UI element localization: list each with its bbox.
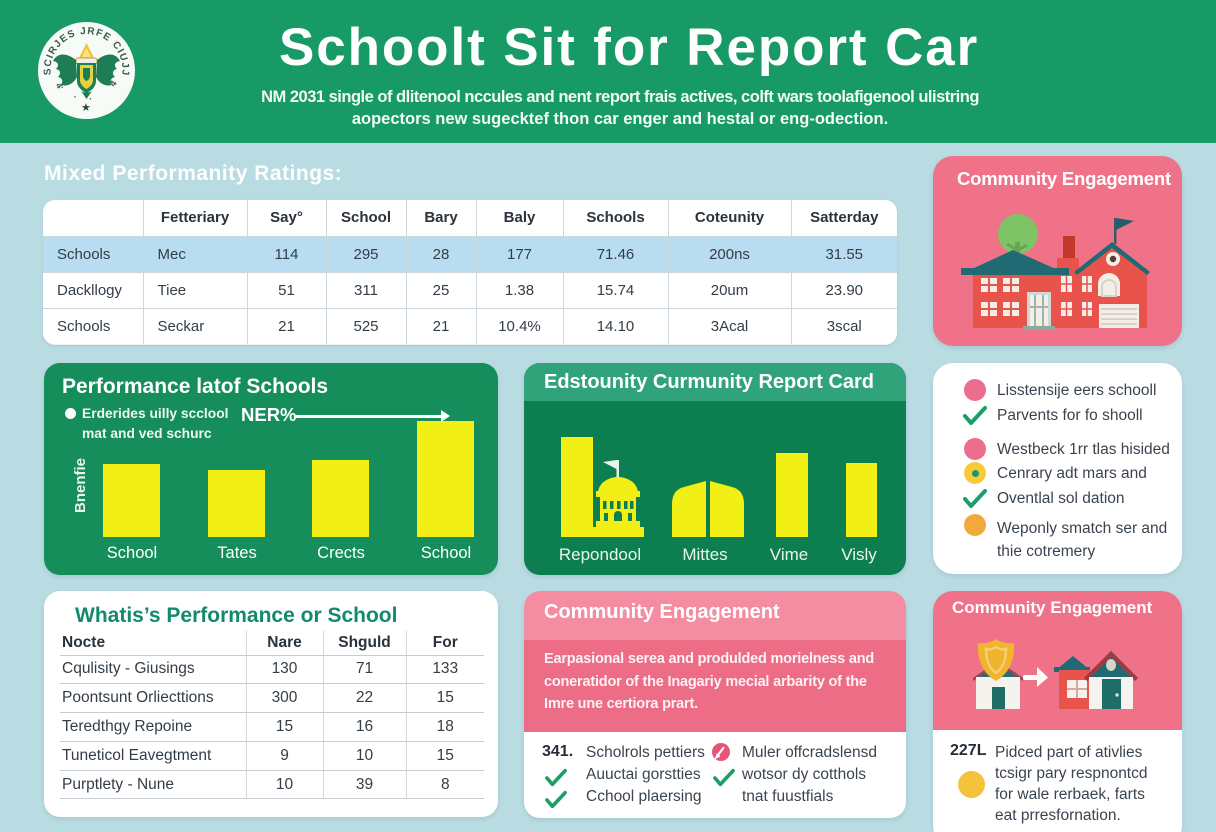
svg-text:4: 4 — [54, 80, 65, 90]
svg-text:4: 4 — [108, 79, 119, 89]
svg-text:★: ★ — [81, 102, 91, 114]
